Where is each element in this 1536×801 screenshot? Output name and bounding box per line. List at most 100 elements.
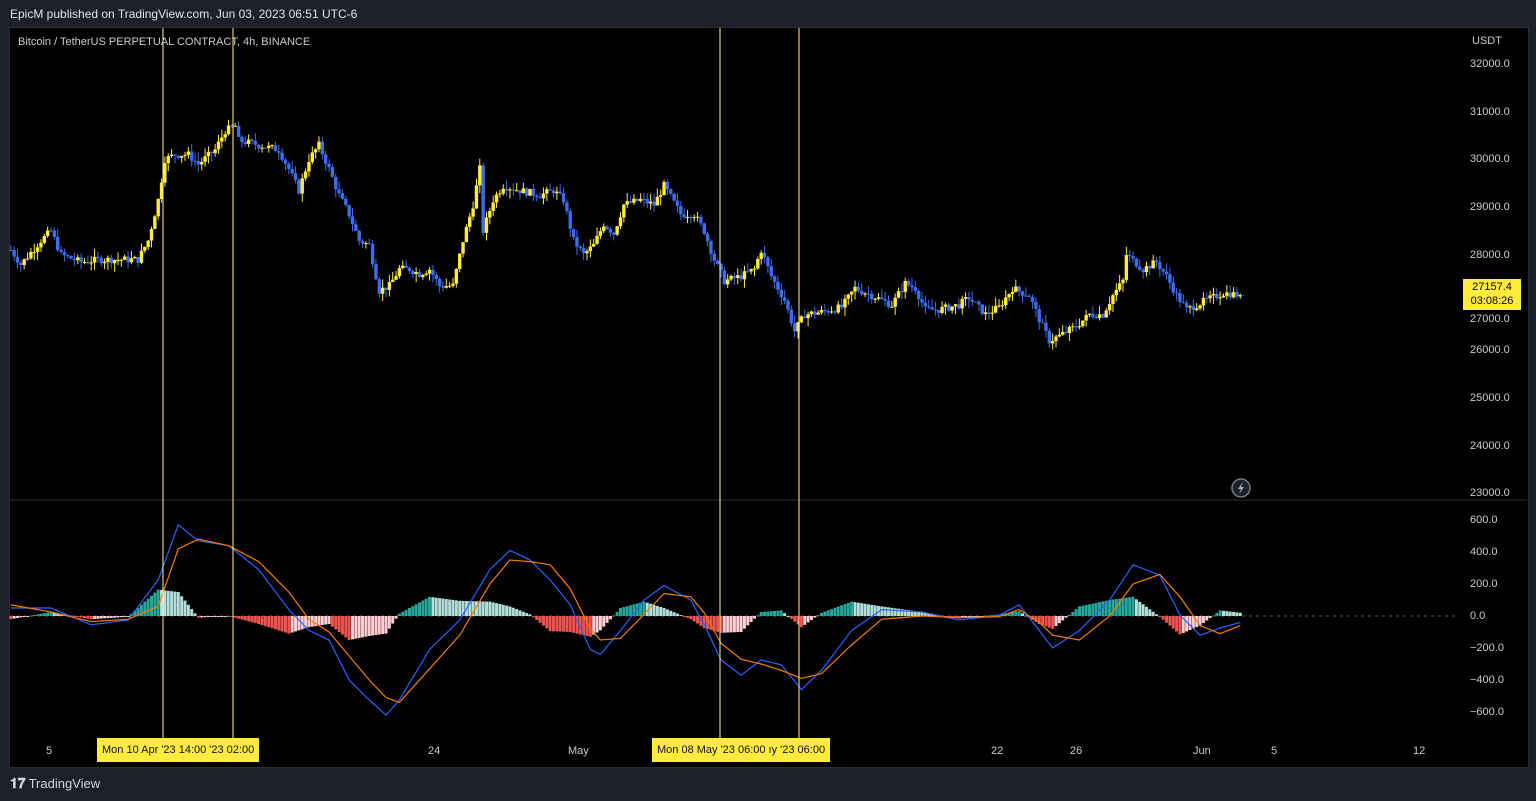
candle-body <box>1097 314 1102 319</box>
candle-body <box>782 297 787 301</box>
candle-body <box>853 286 857 292</box>
histogram-bar <box>1168 616 1172 626</box>
histogram-bar <box>840 605 844 616</box>
histogram-bar <box>977 616 981 617</box>
histogram-bar <box>1104 600 1108 616</box>
histogram-bar <box>652 604 656 616</box>
histogram-bar <box>240 616 244 620</box>
candle-body <box>1000 305 1005 307</box>
histogram-bar <box>153 592 157 616</box>
histogram-bar <box>344 616 348 638</box>
histogram-bar <box>605 616 609 623</box>
histogram-bar <box>913 611 917 616</box>
candle-body <box>35 247 40 252</box>
candle-body <box>672 193 676 201</box>
histogram-bar <box>220 616 224 617</box>
candle-body <box>1057 334 1062 337</box>
candle-body <box>625 201 629 205</box>
histogram-bar <box>495 603 499 616</box>
histogram-bar <box>19 616 23 618</box>
candle-body <box>742 271 747 280</box>
candle-body <box>401 265 405 269</box>
candle-body <box>1061 331 1065 335</box>
candle-body <box>538 197 542 199</box>
histogram-bar <box>314 616 318 627</box>
histogram-bar <box>83 616 86 618</box>
histogram-bar <box>1084 604 1088 616</box>
histogram-bar <box>474 601 478 616</box>
candle-body <box>176 155 180 158</box>
histogram-bar <box>133 610 137 616</box>
time-tick: 5 <box>46 745 53 757</box>
histogram-bar <box>686 616 689 618</box>
candle-body <box>1047 330 1051 344</box>
histogram-bar <box>679 615 683 616</box>
candle-body <box>1037 308 1041 323</box>
candle-body <box>565 202 569 212</box>
histogram-bar <box>816 615 820 617</box>
histogram-bar <box>1108 600 1112 616</box>
histogram-bar <box>588 616 592 637</box>
candle-body <box>762 252 767 258</box>
histogram-bar <box>1124 597 1128 616</box>
candle-body <box>273 145 278 152</box>
candle-body <box>1218 297 1222 299</box>
candle-body <box>1235 292 1239 297</box>
candle-body <box>1017 286 1021 292</box>
candle-body <box>789 309 794 324</box>
candle-body <box>1064 331 1068 333</box>
candle-body <box>1191 306 1196 311</box>
candle-body <box>1101 314 1105 318</box>
histogram-bar <box>123 616 127 618</box>
candle-body <box>719 263 723 271</box>
candle-body <box>233 125 237 127</box>
histogram-bar <box>431 597 435 616</box>
crosshair-time-label: Mon 10 Apr '23 14:00 '23 02:00 <box>97 738 260 762</box>
candle-body <box>628 201 633 203</box>
candle-body <box>541 193 546 199</box>
candle-body <box>447 285 452 287</box>
candle-body <box>960 298 964 309</box>
candle-body <box>1124 255 1129 280</box>
histogram-bar <box>471 601 475 616</box>
histogram-bar <box>150 595 153 616</box>
candle-body <box>12 250 16 257</box>
histogram-bar <box>709 616 713 630</box>
histogram-bar <box>833 607 837 616</box>
histogram-bar <box>793 616 797 622</box>
candle-body <box>772 276 777 282</box>
tradingview-logo[interactable]: 𝟏𝟕 TradingView <box>10 775 100 792</box>
histogram-bar <box>233 616 237 618</box>
candle-body <box>1027 295 1031 297</box>
histogram-bar <box>521 611 525 616</box>
candle-body <box>809 311 814 315</box>
candle-body <box>1071 326 1075 328</box>
candle-body <box>1198 305 1202 309</box>
candle-body <box>726 279 730 285</box>
histogram-bar <box>347 616 351 640</box>
candle-body <box>220 137 224 142</box>
histogram-bar <box>200 616 204 618</box>
candle-body <box>320 141 325 155</box>
candle-body <box>598 231 603 236</box>
candle-body <box>230 125 234 127</box>
histogram-bar <box>1010 612 1014 616</box>
histogram-bar <box>1054 616 1058 626</box>
histogram-bar <box>970 616 974 618</box>
candle-body <box>1148 266 1152 269</box>
candle-body <box>82 261 87 263</box>
histogram-bar <box>897 608 901 616</box>
histogram-bar <box>1175 616 1179 632</box>
candle-body <box>173 154 177 156</box>
histogram-bar <box>632 604 636 616</box>
histogram-bar <box>655 605 659 616</box>
candle-body <box>1171 282 1175 293</box>
candle-body <box>488 210 492 218</box>
candle-body <box>491 202 495 211</box>
candle-body <box>849 291 854 295</box>
candle-body <box>1138 266 1142 270</box>
candle-body <box>213 149 217 154</box>
histogram-bar <box>277 616 281 631</box>
histogram-bar <box>863 603 867 616</box>
